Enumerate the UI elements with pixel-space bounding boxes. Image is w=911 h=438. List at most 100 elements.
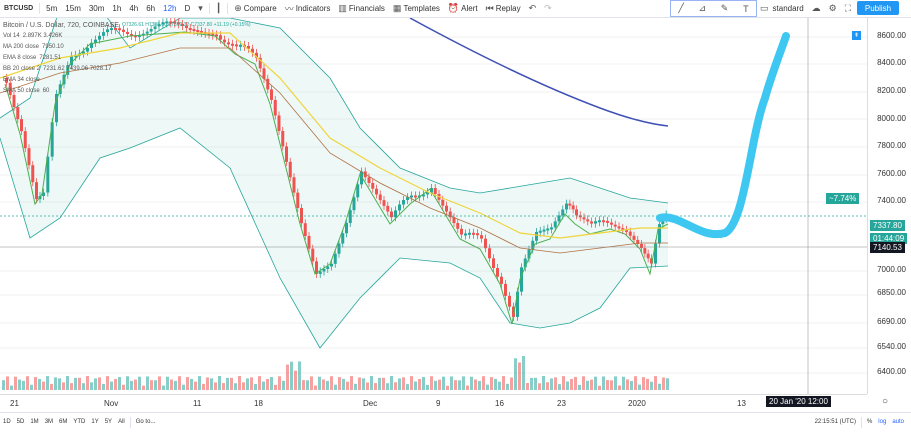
candle-body — [82, 51, 85, 54]
volume-bar — [118, 377, 121, 390]
price-label: 6540.00 — [877, 342, 906, 351]
volume-bar — [82, 383, 85, 390]
candle-body — [341, 233, 345, 244]
candle-body — [285, 146, 288, 162]
range-ytd[interactable]: YTD — [73, 419, 86, 425]
candle-body — [378, 194, 382, 201]
volume-bar — [366, 382, 369, 390]
cloud-icon[interactable]: ☁ — [811, 3, 821, 13]
candle-body — [531, 240, 535, 250]
range-5d[interactable]: 5D — [16, 419, 25, 425]
candle-body — [207, 32, 211, 35]
ema8-value: 7281.51 — [39, 55, 62, 61]
redo-button[interactable]: ↷ — [540, 3, 556, 14]
publish-button[interactable]: Publish — [857, 1, 899, 15]
bollinger-upper-line — [0, 18, 669, 204]
indicators-button[interactable]: 〰 Indicators — [281, 2, 335, 15]
candle-body — [520, 267, 523, 292]
trend-line-icon[interactable]: ╱ — [678, 3, 684, 13]
price-axis[interactable]: 8600.00 8400.00 8200.00 8000.00 7800.00 … — [867, 18, 911, 394]
candle-body — [433, 188, 437, 194]
interval-12h[interactable]: 12h — [163, 4, 177, 13]
volume-bar — [634, 376, 637, 390]
range-1y[interactable]: 1Y — [91, 419, 99, 425]
range-6m[interactable]: 6M — [59, 419, 68, 425]
volume-bar — [186, 377, 189, 390]
layout-name[interactable]: standard — [772, 4, 804, 13]
settings-circle-icon[interactable]: ○ — [882, 396, 889, 407]
range-all[interactable]: All — [118, 419, 125, 425]
fib-icon[interactable]: ⊿ — [698, 3, 707, 13]
volume-bar — [458, 380, 461, 390]
goto-button[interactable]: Go to... — [135, 419, 156, 425]
fullscreen-icon[interactable]: ⛶ — [844, 3, 852, 13]
layout-icon[interactable]: ▭ — [760, 3, 769, 13]
volume-bar — [326, 380, 329, 390]
volume-bar — [238, 376, 241, 390]
volume-bar — [350, 376, 353, 390]
volume-bar — [50, 383, 53, 390]
candle-body — [625, 229, 628, 232]
volume-bar — [234, 383, 237, 390]
volume-bar — [650, 381, 653, 390]
candle-body — [270, 89, 273, 100]
interval-5m[interactable]: 5m — [46, 4, 58, 13]
volume-bar — [62, 382, 65, 390]
candle-body — [406, 197, 409, 201]
gear-icon[interactable]: ⚙ — [828, 3, 837, 13]
utc-clock[interactable]: 22:15:51 (UTC) — [814, 419, 856, 425]
ema8-line — [4, 31, 669, 325]
volume-bar — [194, 381, 197, 390]
candle-body — [582, 217, 586, 220]
candle-body — [145, 31, 149, 34]
financials-button[interactable]: ▥ Financials — [334, 3, 389, 14]
symbol-search[interactable]: BTCUSD — [4, 5, 34, 12]
interval-6h[interactable]: 6h — [146, 4, 156, 13]
scroll-to-top-icon[interactable]: ⇞ — [852, 31, 861, 40]
auto-toggle[interactable]: auto — [892, 419, 904, 425]
text-icon[interactable]: T — [743, 3, 749, 14]
volume-bar — [298, 361, 301, 390]
volume-bar — [482, 376, 485, 390]
candle-body — [311, 248, 315, 262]
price-chart[interactable] — [0, 18, 867, 394]
range-1m[interactable]: 1M — [30, 419, 39, 425]
interval-1h[interactable]: 1h — [112, 4, 122, 13]
price-label: 6400.00 — [877, 367, 906, 376]
brush-icon[interactable]: ✎ — [720, 3, 729, 13]
chart-type-button[interactable]: ┃ — [212, 3, 225, 14]
candle-body — [227, 42, 230, 45]
replay-button[interactable]: ⏮ Replay — [482, 3, 525, 14]
candle-body — [658, 224, 661, 244]
interval-dropdown[interactable]: ▾ — [194, 3, 207, 14]
time-axis[interactable]: 21 Nov 11 18 Dec 9 16 23 2020 13 20 Jan … — [0, 394, 867, 413]
volume-bar — [494, 378, 497, 390]
interval-4h[interactable]: 4h — [129, 4, 139, 13]
alert-button[interactable]: ⏰ Alert — [444, 3, 482, 14]
percent-toggle[interactable]: % — [866, 419, 873, 425]
interval-d[interactable]: D — [184, 4, 191, 13]
volume-bar — [138, 376, 141, 390]
volume-bar — [574, 376, 577, 390]
crosshair-time-badge: 20 Jan '20 12:00 — [766, 396, 831, 407]
range-1d[interactable]: 1D — [3, 419, 11, 425]
range-3m[interactable]: 3M — [44, 419, 54, 425]
log-toggle[interactable]: log — [878, 419, 887, 425]
range-5y[interactable]: 5Y — [104, 419, 113, 425]
candle-body — [114, 28, 117, 31]
redo-icon: ↷ — [544, 3, 552, 13]
candle-body — [590, 221, 593, 224]
interval-30m[interactable]: 30m — [88, 4, 105, 13]
volume-bar — [166, 376, 169, 390]
compare-button[interactable]: ⊕ Compare — [230, 3, 280, 14]
candle-body — [211, 33, 215, 36]
ohlc-values: O7326.61 H7398.00 L7302.32 C7337.80 +11.… — [121, 22, 251, 28]
candle-body — [102, 32, 105, 36]
divider — [227, 3, 229, 14]
interval-15m[interactable]: 15m — [65, 4, 81, 13]
candle-body — [137, 35, 141, 38]
candle-body — [337, 243, 341, 254]
templates-button[interactable]: ▦ Templates — [389, 3, 444, 14]
undo-button[interactable]: ↶ — [525, 3, 541, 14]
candle-body — [118, 28, 121, 31]
